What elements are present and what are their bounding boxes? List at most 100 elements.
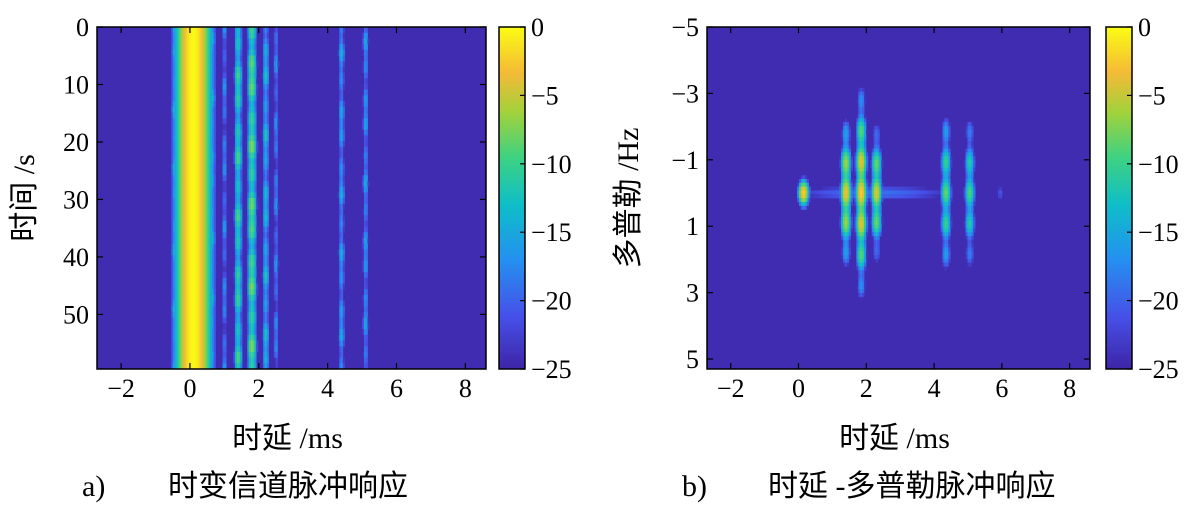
- heatmap-cell: [173, 192, 176, 199]
- heatmap-cell: [879, 156, 882, 161]
- heatmap-cell: [844, 175, 848, 180]
- heatmap-cell: [210, 27, 213, 34]
- heatmap-cell: [266, 289, 269, 296]
- heatmap-cell: [362, 255, 365, 262]
- heatmap-cell: [249, 272, 252, 279]
- colorbar-swatch: [1106, 346, 1132, 350]
- heatmap-cell: [341, 209, 344, 216]
- heatmap-cell: [864, 201, 867, 206]
- heatmap-cell: [192, 237, 195, 244]
- heatmap-cell: [871, 198, 874, 203]
- colorbar-swatch: [1106, 180, 1132, 185]
- colorbar-swatch: [1106, 103, 1132, 108]
- heatmap-cell: [339, 306, 342, 313]
- heatmap-cell: [971, 194, 974, 199]
- heatmap-cell: [342, 300, 345, 307]
- heatmap-cell: [846, 137, 850, 142]
- heatmap-cell: [224, 146, 227, 153]
- heatmap-cell: [204, 312, 208, 319]
- heatmap-cell: [176, 118, 179, 125]
- heatmap-cell: [844, 205, 848, 210]
- heatmap-cell: [224, 112, 227, 119]
- heatmap-cell: [224, 198, 227, 205]
- heatmap-cell: [210, 329, 213, 336]
- heatmap-cell: [192, 346, 195, 353]
- heatmap-cell: [201, 351, 204, 358]
- heatmap-cell: [201, 323, 204, 330]
- heatmap-cell: [816, 194, 819, 199]
- heatmap-cell: [208, 363, 211, 370]
- heatmap-cell: [971, 125, 974, 130]
- heatmap-cell: [250, 220, 253, 227]
- heatmap-cell: [176, 141, 179, 148]
- heatmap-cell: [181, 32, 185, 39]
- heatmap-cell: [199, 66, 202, 73]
- heatmap-cell: [266, 237, 269, 244]
- heatmap-cell: [187, 220, 190, 227]
- heatmap-cell: [185, 146, 188, 153]
- heatmap-cell: [252, 44, 255, 51]
- heatmap-cell: [944, 205, 947, 210]
- heatmap-cell: [940, 232, 943, 237]
- heatmap-cell: [208, 249, 211, 256]
- heatmap-cell: [846, 186, 850, 191]
- heatmap-cell: [234, 186, 238, 193]
- heatmap-cell: [252, 180, 255, 187]
- heatmap-cell: [858, 209, 861, 214]
- heatmap-cell: [181, 260, 185, 267]
- heatmap-cell: [971, 171, 974, 176]
- heatmap-cell: [185, 363, 188, 370]
- heatmap-cell: [858, 137, 861, 142]
- heatmap-cell: [946, 133, 949, 138]
- heatmap-cell: [190, 123, 193, 130]
- heatmap-cell: [180, 209, 183, 216]
- heatmap-cell: [238, 186, 241, 193]
- heatmap-cell: [263, 294, 266, 301]
- heatmap-cell: [176, 300, 179, 307]
- heatmap-cell: [201, 260, 204, 267]
- heatmap-cell: [201, 118, 204, 125]
- heatmap-cell: [183, 163, 186, 170]
- heatmap-cell: [875, 163, 878, 168]
- heatmap-cell: [185, 323, 188, 330]
- heatmap-cell: [948, 141, 951, 146]
- heatmap-cell: [946, 262, 949, 267]
- heatmap-cell: [190, 89, 193, 96]
- heatmap-cell: [946, 224, 949, 229]
- heatmap-cell: [904, 194, 907, 199]
- heatmap-cell: [213, 300, 216, 307]
- heatmap-cell: [944, 198, 947, 203]
- heatmap-cell: [841, 171, 844, 176]
- heatmap-cell: [948, 198, 951, 203]
- heatmap-cell: [176, 215, 179, 222]
- heatmap-cell: [171, 363, 174, 370]
- heatmap-cell: [942, 167, 945, 172]
- heatmap-cell: [252, 135, 255, 142]
- heatmap-cell: [264, 329, 268, 336]
- colorbar-swatch: [499, 252, 525, 256]
- heatmap-cell: [206, 249, 209, 256]
- heatmap-cell: [238, 89, 241, 96]
- heatmap-cell: [364, 169, 367, 176]
- heatmap-cell: [256, 61, 259, 68]
- colorbar-swatch: [499, 160, 525, 165]
- heatmap-cell: [190, 95, 193, 102]
- heatmap-cell: [856, 167, 859, 172]
- heatmap-cell: [940, 179, 943, 184]
- heatmap-cell: [173, 272, 176, 279]
- heatmap-cell: [181, 95, 185, 102]
- heatmap-cell: [178, 351, 181, 358]
- heatmap-cell: [249, 169, 252, 176]
- heatmap-cell: [234, 163, 238, 170]
- heatmap-cell: [178, 72, 181, 79]
- heatmap-cell: [365, 220, 368, 227]
- heatmap-cell: [252, 152, 255, 159]
- heatmap-cell: [190, 249, 193, 256]
- heatmap-cell: [365, 357, 368, 364]
- heatmap-cell: [264, 203, 268, 210]
- heatmap-cell: [224, 232, 227, 239]
- heatmap-cell: [176, 255, 179, 262]
- heatmap-cell: [210, 123, 213, 130]
- colorbar-swatch: [499, 309, 525, 313]
- heatmap-cell: [339, 255, 342, 262]
